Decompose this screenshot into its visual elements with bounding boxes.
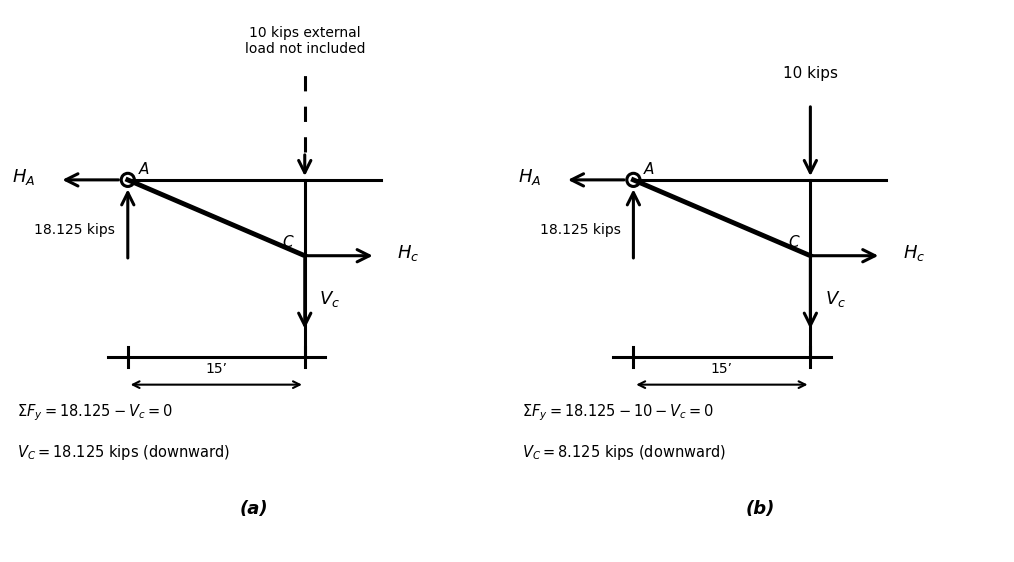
- Text: $\boldsymbol{H_c}$: $\boldsymbol{H_c}$: [397, 243, 420, 263]
- Text: 10 kips: 10 kips: [783, 66, 838, 81]
- Text: $A$: $A$: [644, 161, 656, 177]
- Text: (a): (a): [240, 500, 269, 518]
- Text: $A$: $A$: [138, 161, 150, 177]
- Text: 15’: 15’: [205, 362, 227, 377]
- Text: $\Sigma F_y = 18.125 - 10 - V_c = 0$: $\Sigma F_y = 18.125 - 10 - V_c = 0$: [522, 402, 715, 423]
- Text: $\boldsymbol{H_A}$: $\boldsymbol{H_A}$: [12, 167, 35, 187]
- Text: 10 kips external
load not included: 10 kips external load not included: [244, 26, 365, 56]
- Text: $C$: $C$: [788, 234, 800, 250]
- Text: $\boldsymbol{V_c}$: $\boldsymbol{V_c}$: [825, 289, 847, 309]
- Text: $\boldsymbol{H_c}$: $\boldsymbol{H_c}$: [902, 243, 925, 263]
- Text: $C$: $C$: [282, 234, 295, 250]
- Text: $\Sigma F_y = 18.125 - V_c = 0$: $\Sigma F_y = 18.125 - V_c = 0$: [16, 402, 172, 423]
- Text: $\boldsymbol{V_c}$: $\boldsymbol{V_c}$: [319, 289, 341, 309]
- Text: $V_C = 8.125$ kips (downward): $V_C = 8.125$ kips (downward): [522, 443, 726, 463]
- Text: $\boldsymbol{H_A}$: $\boldsymbol{H_A}$: [518, 167, 541, 187]
- Text: 18.125 kips: 18.125 kips: [539, 224, 621, 237]
- Text: (b): (b): [745, 500, 775, 518]
- Text: 15’: 15’: [711, 362, 733, 377]
- Text: $V_C = 18.125$ kips (downward): $V_C = 18.125$ kips (downward): [16, 443, 230, 463]
- Text: 18.125 kips: 18.125 kips: [34, 224, 116, 237]
